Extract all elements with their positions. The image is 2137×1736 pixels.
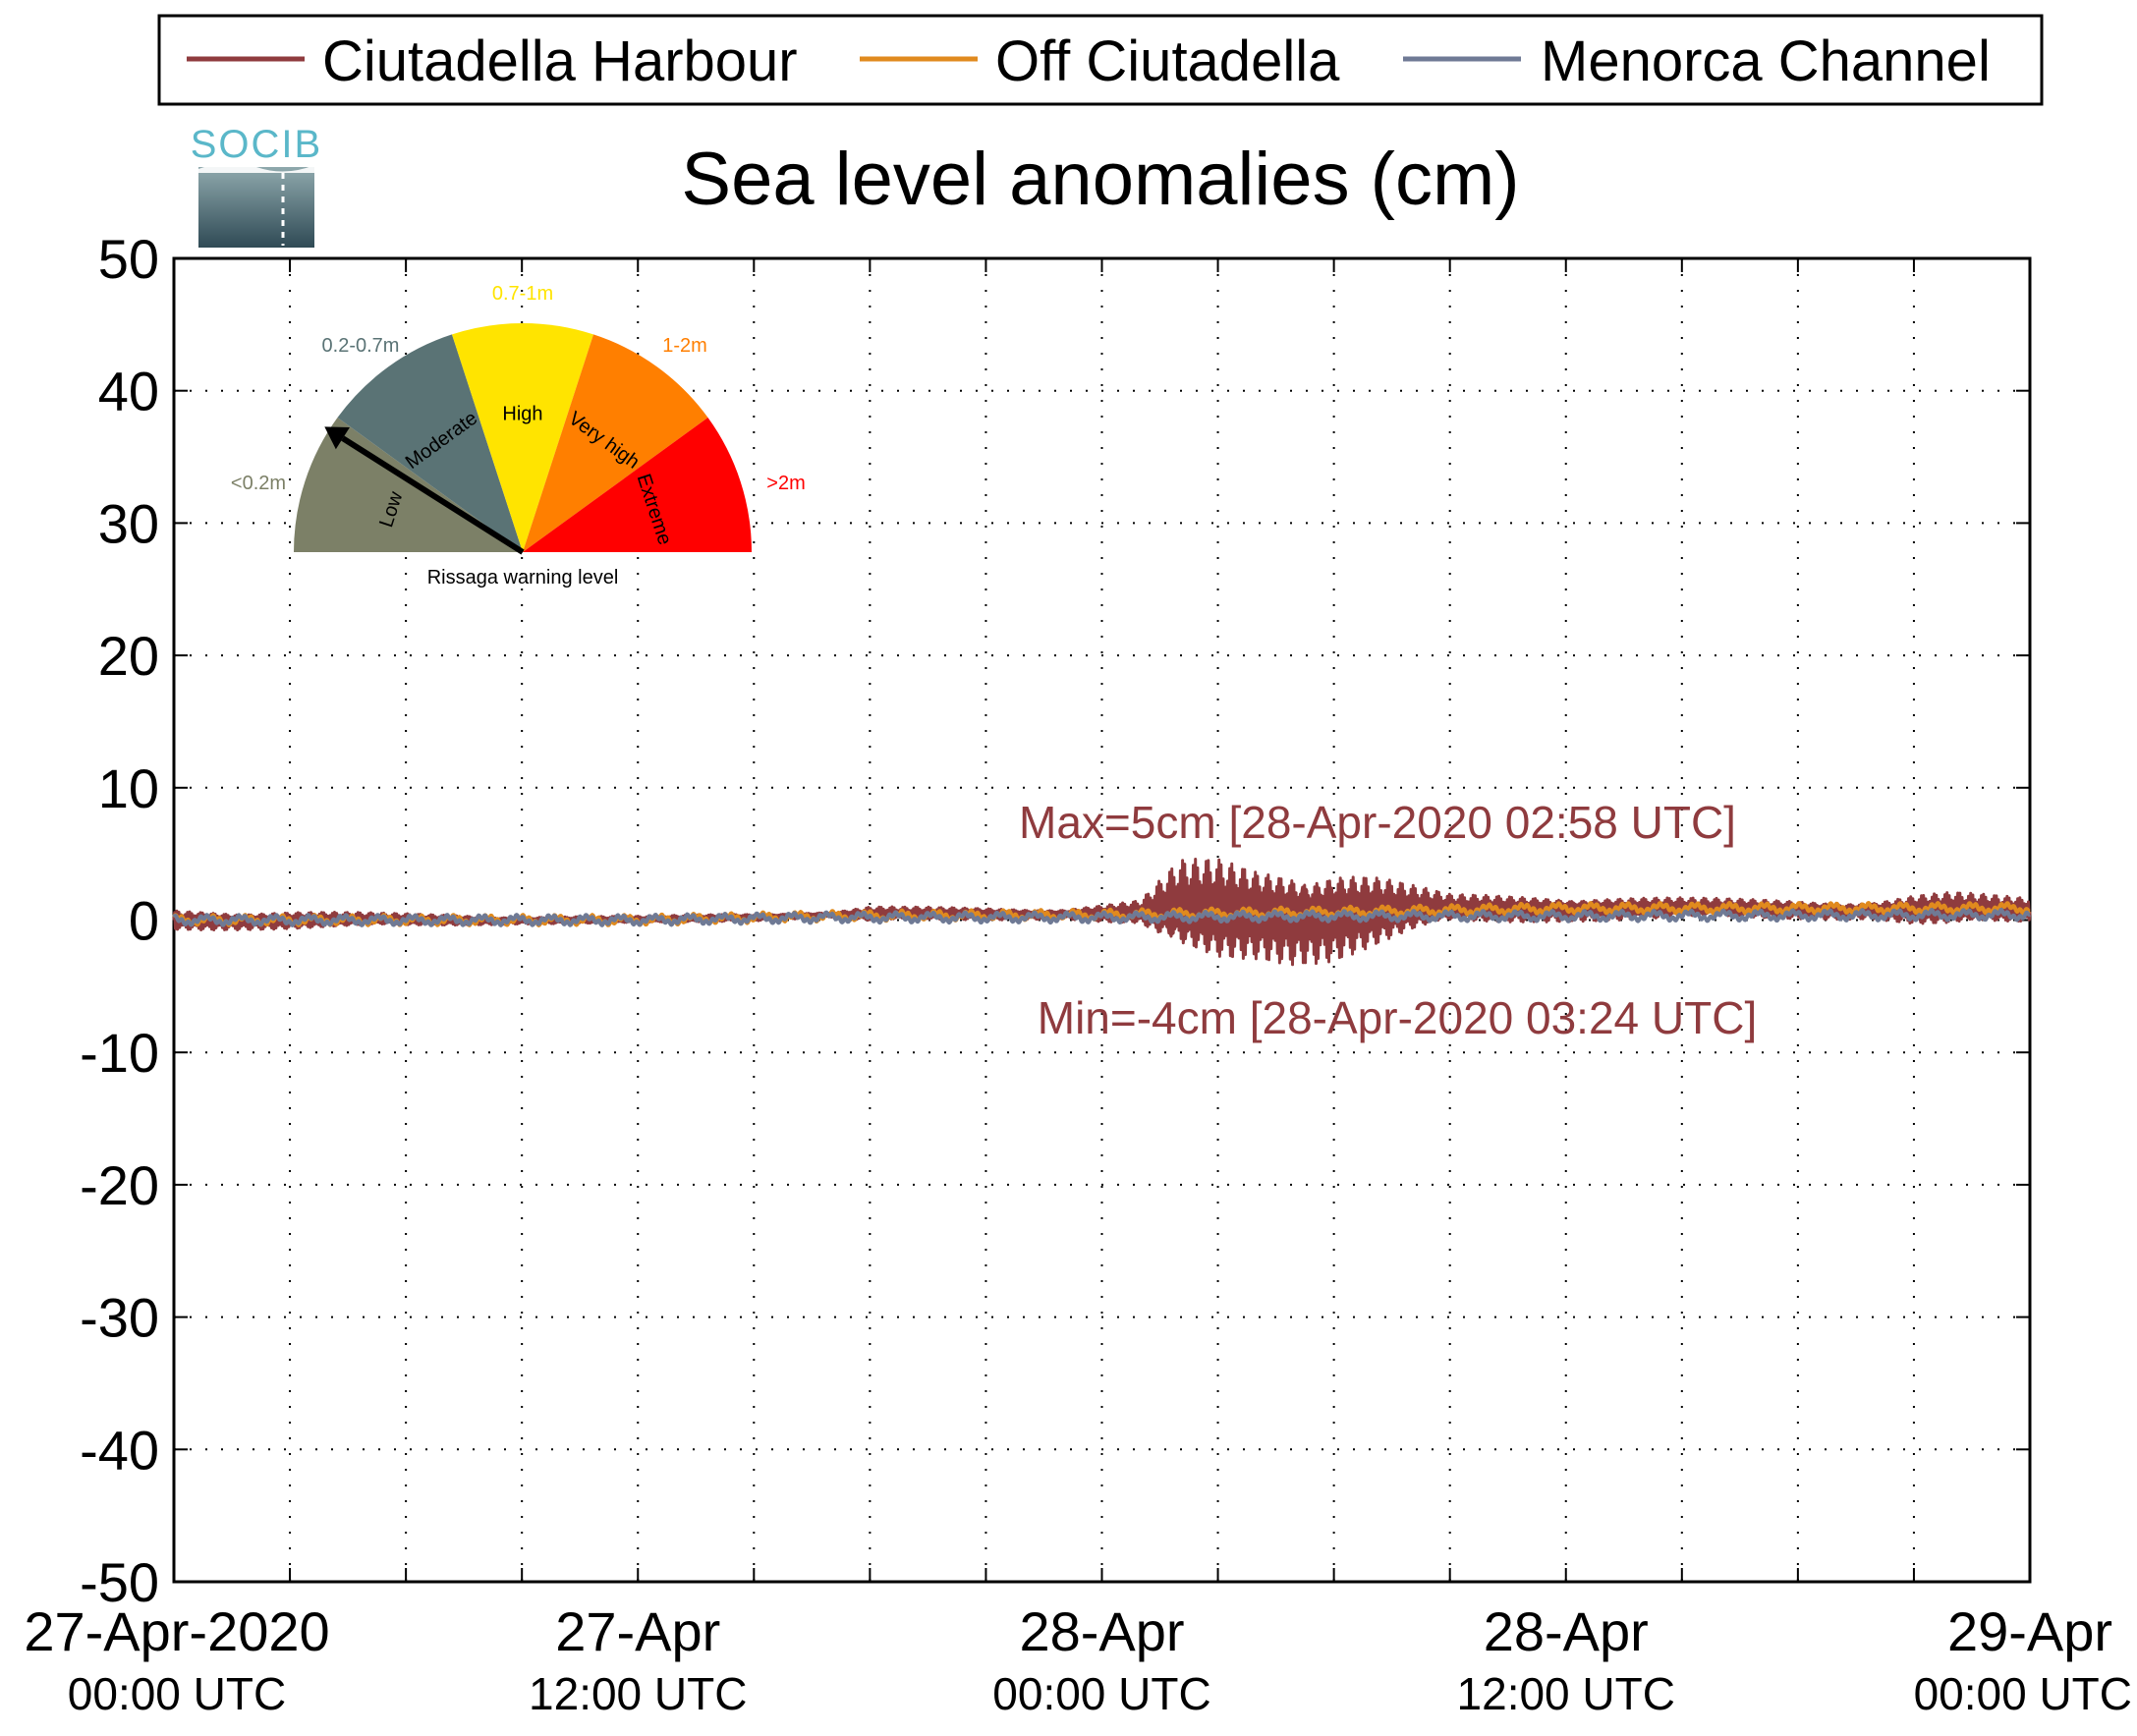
gauge-range-label: 0.2-0.7m — [322, 335, 400, 357]
gauge-segment-label: High — [502, 403, 542, 424]
gauge-needle-arrowhead-icon — [324, 426, 350, 450]
gauge-range-label: <0.2m — [231, 473, 286, 494]
logo-panel — [198, 167, 314, 248]
gauge-segment-very-high — [523, 334, 708, 552]
y-tick-label: -20 — [80, 1154, 159, 1216]
legend-label-ciutadella-harbour: Ciutadella Harbour — [322, 29, 798, 93]
x-tick-label-date: 28-Apr — [1019, 1600, 1184, 1662]
y-tick-label: 30 — [98, 492, 159, 554]
axis-ticks — [174, 257, 2030, 1583]
y-tick-label: 10 — [98, 757, 159, 819]
y-tick-label: 0 — [129, 890, 159, 952]
y-tick-label: 50 — [98, 228, 159, 290]
gauge-range-label: 1-2m — [662, 335, 707, 357]
x-tick-label-date: 27-Apr-2020 — [24, 1600, 329, 1662]
legend-label-off-ciutadella: Off Ciutadella — [995, 29, 1340, 93]
gauge-segment-moderate — [337, 334, 523, 552]
x-tick-label-time: 00:00 UTC — [68, 1668, 286, 1719]
y-tick-label: -50 — [80, 1551, 159, 1613]
x-tick-label-time: 00:00 UTC — [1914, 1668, 2132, 1719]
gauge-range-label: 0.7-1m — [492, 283, 553, 305]
annotation-max: Max=5cm [28-Apr-2020 02:58 UTC] — [1019, 797, 1736, 848]
y-tick-labels: 50 40 30 20 10 0 -10 -20 -30 -40 -50 — [80, 228, 159, 1613]
chart-title: Sea level anomalies (cm) — [681, 138, 1519, 221]
socib-logo: SOCIB — [191, 123, 322, 248]
gauge-segment-high — [451, 323, 594, 552]
x-tick-labels: 27-Apr-2020 00:00 UTC 27-Apr 12:00 UTC 28-Ap… — [24, 1600, 2132, 1719]
y-tick-label: 40 — [98, 361, 159, 422]
plot-area — [172, 256, 2032, 1584]
logo-text: SOCIB — [191, 123, 322, 166]
annotation-min: Min=-4cm [28-Apr-2020 03:24 UTC] — [1038, 992, 1757, 1043]
y-tick-label: -10 — [80, 1022, 159, 1084]
x-tick-label-date: 27-Apr — [555, 1600, 720, 1662]
gauge-needle — [341, 435, 525, 555]
y-tick-label: -40 — [80, 1419, 159, 1481]
x-tick-label-time: 12:00 UTC — [529, 1668, 747, 1719]
gauge-caption: Rissaga warning level — [427, 567, 619, 588]
series — [172, 858, 2032, 967]
y-tick-label: 20 — [98, 625, 159, 687]
logo-wave-icon — [198, 162, 314, 173]
x-tick-label-time: 00:00 UTC — [992, 1668, 1210, 1719]
legend-frame — [157, 14, 2044, 106]
legend: Ciutadella Harbour Off Ciutadella Menorc… — [157, 14, 2044, 106]
x-tick-label-time: 12:00 UTC — [1457, 1668, 1675, 1719]
x-tick-label-date: 29-Apr — [1947, 1600, 2112, 1662]
y-tick-label: -30 — [80, 1287, 159, 1349]
x-tick-label-date: 28-Apr — [1484, 1600, 1649, 1662]
gauge-range-label: >2m — [766, 473, 805, 494]
gauge-segment-extreme — [523, 418, 752, 552]
series-line-menorca-channel — [172, 907, 2032, 927]
legend-label-menorca-channel: Menorca Channel — [1541, 29, 1991, 93]
